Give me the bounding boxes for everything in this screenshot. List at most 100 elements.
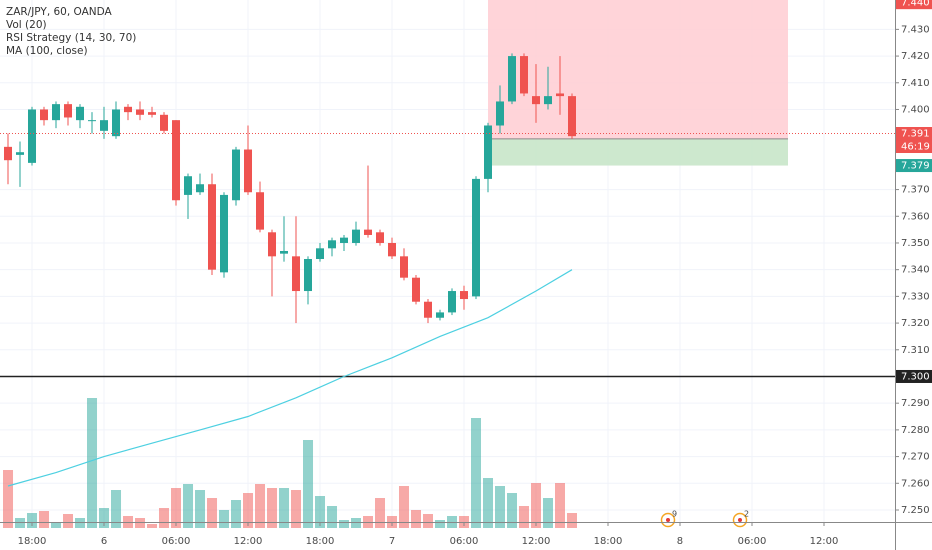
volume-bar [231,500,242,528]
candle-body [412,277,421,302]
y-tick-label: 7.400 [901,104,930,115]
candle-body [196,184,205,193]
volume-bar [51,523,62,528]
candle-body [148,112,157,115]
y-tick-label: 7.320 [901,318,930,329]
candle-body [136,109,145,115]
countdown-bg [896,140,932,154]
volume-bar [111,490,122,528]
volume-bar [39,511,50,528]
candle-body [256,192,265,230]
volume-bar [411,510,422,528]
volume-bar [566,513,577,528]
volume-bar [423,514,434,528]
candle-body [208,184,217,270]
volume-bar [87,398,98,528]
candle-body [531,96,540,105]
y-tick-label: 7.260 [901,478,930,489]
volume-bar [159,508,170,528]
x-tick-label: 6 [101,536,107,547]
event-count: 2 [744,510,749,519]
price-label: 7.391 [901,129,930,140]
y-tick-label: 7.270 [901,452,930,463]
candle-body [64,104,73,118]
plot-area [0,0,895,528]
candle-body [232,149,241,201]
volume-bar [195,490,206,528]
volume-bar [183,484,194,528]
volume-bar [279,488,290,528]
candle-body [328,240,337,249]
volume-bar [99,508,110,528]
volume-bar [518,506,529,528]
stop-zone [487,0,788,139]
volume-bar [494,486,505,528]
candle-body [436,312,445,318]
y-tick-label: 7.430 [901,24,930,35]
volume-bar [542,498,553,528]
x-tick-label: 7 [389,536,395,547]
candle-body [316,248,325,259]
volume-bar [470,418,481,528]
candle-body [543,96,552,105]
y-tick-label: 7.330 [901,291,930,302]
y-tick-label: 7.250 [901,505,930,516]
legend-volume: Vol (20) [6,19,47,31]
volume-bar [291,490,302,528]
x-tick-label: 12:00 [810,536,839,547]
x-tick-label: 06:00 [162,536,191,547]
legend-symbol: ZAR/JPY, 60, OANDA [6,6,113,18]
y-tick-label: 7.310 [901,345,930,356]
volume-bar [554,483,565,528]
candle-body [424,301,433,318]
price-label-bg [896,369,932,383]
x-tick-label: 12:00 [234,536,263,547]
event-count: 9 [672,510,677,519]
y-tick-label: 7.420 [901,51,930,62]
candle-body [76,106,85,121]
candle-body [88,120,97,122]
volume-bar [3,470,14,528]
candle-body [16,152,25,155]
candle-body [280,250,289,254]
y-tick-label: 7.360 [901,211,930,222]
candle-body [483,125,492,179]
y-tick-label: 7.340 [901,265,930,276]
candle-body [52,104,61,121]
volume-bar [207,498,218,528]
candle-body [507,56,516,102]
candle-body [471,178,480,297]
candle-body [459,291,468,300]
volume-bar [255,484,266,528]
volume-bar [482,478,493,528]
candle-body [447,291,456,313]
y-tick-label: 7.410 [901,78,930,89]
volume-bar [27,513,38,528]
candle-body [495,101,504,126]
candle-body [388,242,397,257]
y-tick-label: 7.290 [901,398,930,409]
volume-bar [506,493,517,528]
candle-body [4,146,13,161]
target-zone [487,138,788,166]
candle-body [555,93,564,97]
candle-body [352,229,361,243]
volume-bar [63,514,74,528]
price-label: 7.440 [901,0,930,9]
price-label: 7.300 [901,371,930,382]
candle-body [184,176,193,195]
candle-body [400,256,409,278]
candle-body [519,56,528,94]
candle-body [364,229,373,235]
candle-body [567,96,576,137]
event-dot [665,518,670,522]
y-tick-label: 7.370 [901,185,930,196]
x-tick-label: 06:00 [738,536,767,547]
price-label-bg [896,159,932,173]
x-tick-label: 18:00 [594,536,623,547]
legend-ma: MA (100, close) [6,45,88,57]
x-tick-label: 18:00 [306,536,335,547]
price-label: 7.379 [901,161,930,172]
volume-bar [530,483,541,528]
